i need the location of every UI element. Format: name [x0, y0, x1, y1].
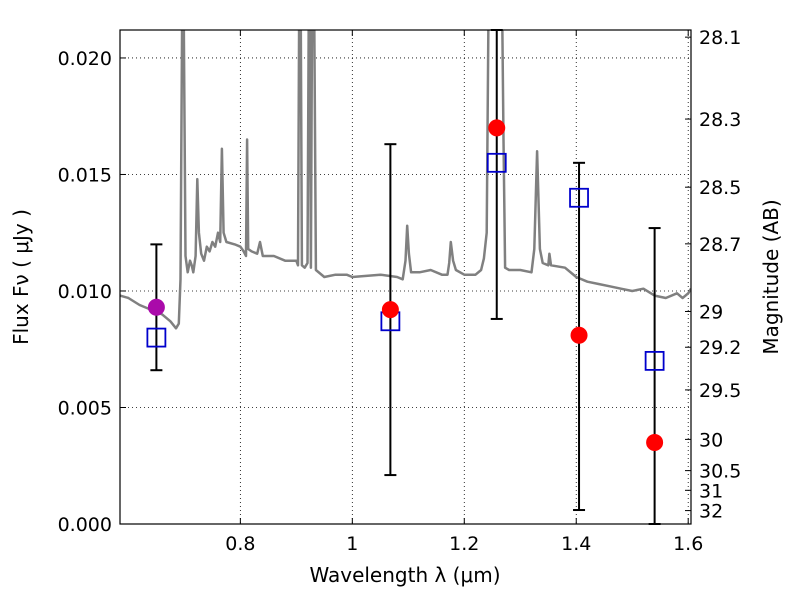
y2-tick-label: 29.2 — [699, 337, 741, 359]
y2-tick-label: 28.7 — [699, 234, 741, 256]
model-flux-square — [644, 350, 665, 371]
x-tick-label: 0.8 — [225, 533, 255, 555]
errorbar-layer — [150, 29, 661, 525]
y2-axis-title: Magnitude (AB) — [759, 199, 783, 354]
spectrum-line — [120, 30, 691, 330]
model-flux-square — [486, 152, 507, 173]
x-tick-label: 1 — [346, 533, 358, 555]
observed-flux-point — [646, 433, 664, 451]
y2-tick-label: 30.5 — [699, 461, 741, 483]
observed-flux-point — [381, 301, 399, 319]
observed-flux-point — [488, 119, 506, 137]
observed-flux-point — [147, 298, 165, 316]
y2-tick-label: 29.5 — [699, 380, 741, 402]
y2-tick-label: 31 — [699, 480, 723, 502]
model-square-layer — [146, 152, 665, 371]
y2-tick-label: 28.5 — [699, 177, 741, 199]
y-tick-label: 0.020 — [58, 48, 112, 70]
plot-frame — [119, 29, 692, 525]
x-axis-title: Wavelength λ (μm) — [309, 563, 500, 587]
y-tick-label: 0.015 — [58, 164, 112, 186]
y2-tick-label: 28.3 — [699, 109, 741, 131]
y-axis-title: Flux Fν ( μJy ) — [9, 209, 33, 345]
model-flux-square — [569, 187, 589, 208]
y-tick-label: 0.005 — [58, 397, 112, 419]
y2-tick-label: 32 — [699, 501, 723, 523]
y2-tick-label: 29 — [699, 301, 723, 323]
model-flux-square — [146, 327, 167, 348]
y-tick-label: 0.010 — [58, 281, 112, 303]
x-tick-label: 1.2 — [449, 533, 479, 555]
observed-marker-layer — [147, 119, 664, 451]
x-tick-label: 1.6 — [673, 533, 703, 555]
y2-tick-label: 28.1 — [699, 27, 741, 49]
x-tick-label: 1.4 — [561, 533, 591, 555]
observed-flux-point — [570, 326, 588, 344]
y-tick-label: 0.000 — [58, 514, 112, 536]
spectrum-line-layer — [120, 30, 691, 330]
grid-lines — [120, 30, 691, 525]
y2-tick-label: 30 — [699, 429, 723, 451]
axes: 0.8 1 1.2 1.4 1.6 0.000 0.005 0.010 0.015 0.020 28… — [58, 27, 742, 555]
